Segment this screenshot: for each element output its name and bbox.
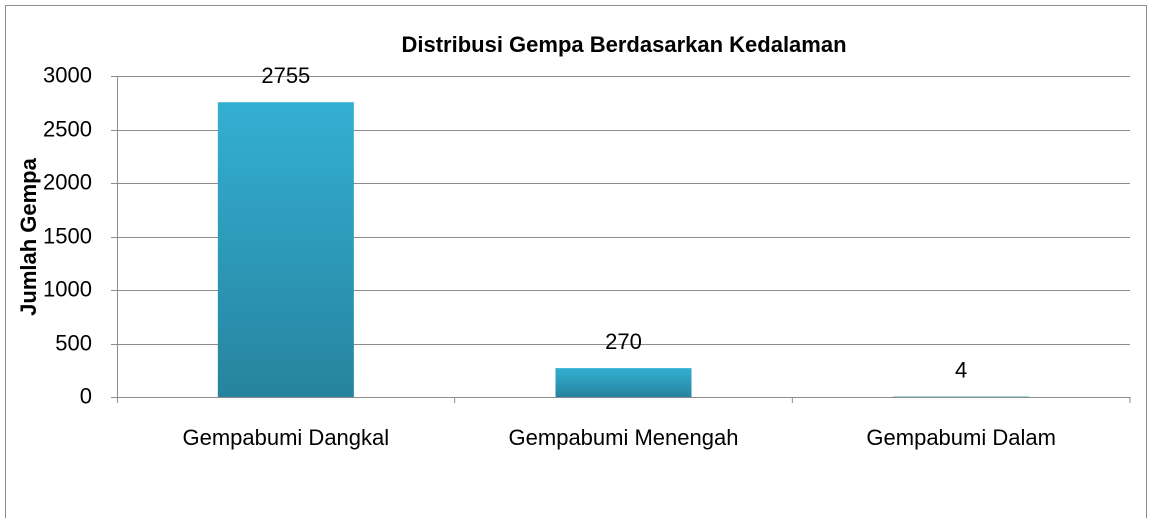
x-tick-label: Gempabumi Menengah	[509, 425, 739, 450]
bar-shade	[217, 102, 354, 397]
y-tick-label: 1500	[43, 223, 92, 248]
x-tick-label: Gempabumi Dalam	[866, 425, 1056, 450]
y-tick-label: 500	[55, 330, 92, 355]
chart-border	[5, 5, 1147, 518]
data-label: 2755	[261, 63, 310, 88]
y-tick-label: 2500	[43, 116, 92, 141]
y-axis-label: Jumlah Gempa	[16, 157, 41, 315]
y-tick-label: 1000	[43, 276, 92, 301]
y-tick-label: 2000	[43, 169, 92, 194]
data-label: 4	[955, 357, 967, 382]
data-label: 270	[605, 329, 642, 354]
x-tick-label: Gempabumi Dangkal	[182, 425, 389, 450]
chart-title: Distribusi Gempa Berdasarkan Kedalaman	[401, 32, 846, 57]
y-tick-label: 0	[80, 383, 92, 408]
y-tick-label: 3000	[43, 62, 92, 87]
bar-shade	[555, 368, 692, 397]
